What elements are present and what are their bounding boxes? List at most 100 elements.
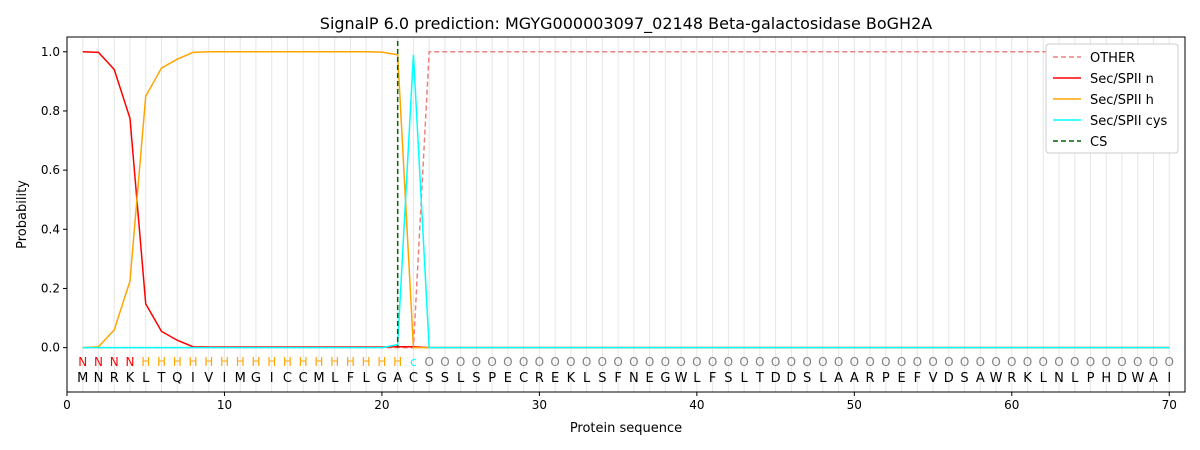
label-letter: H [157,355,166,369]
label-letter: O [787,355,796,369]
label-letter: c [410,355,417,369]
label-letter: O [708,355,717,369]
label-letter: O [550,355,559,369]
x-axis-label: Protein sequence [570,421,682,436]
label-letter: H [314,355,323,369]
label-letter: O [818,355,827,369]
series-line-sec-spii-cys [82,54,1170,349]
label-letter: O [424,355,433,369]
label-letter: O [897,355,906,369]
label-letter: O [802,355,811,369]
label-letter: O [456,355,465,369]
label-letter: N [94,355,103,369]
y-tick-label: 0.4 [41,222,60,236]
label-letter: O [661,355,670,369]
label-letter: O [1165,355,1174,369]
label-letter: O [976,355,985,369]
label-letter: O [1102,355,1111,369]
label-letter: O [645,355,654,369]
label-letter: H [188,355,197,369]
label-letter: O [739,355,748,369]
label-letter: O [960,355,969,369]
series-line-other [82,51,1170,349]
chart-title: SignalP 6.0 prediction: MGYG000003097_02… [320,14,932,34]
label-letter: O [629,355,638,369]
legend-label: CS [1090,135,1107,150]
label-letter: O [472,355,481,369]
label-letter: O [944,355,953,369]
legend-label: Sec/SPII h [1090,93,1154,108]
label-letter: O [1039,355,1048,369]
series-line-sec-spii-h [82,51,1170,349]
label-letter: N [78,355,87,369]
x-tick-label: 30 [532,398,547,412]
y-tick-label: 1.0 [41,45,60,59]
label-letter: O [1086,355,1095,369]
x-tick-label: 0 [63,398,71,412]
label-letter: H [141,355,150,369]
label-letter: O [440,355,449,369]
label-letter: H [204,355,213,369]
label-letter: H [393,355,402,369]
legend-label: Sec/SPII n [1090,72,1154,87]
label-letter: H [346,355,355,369]
label-letter: H [283,355,292,369]
label-letter: H [377,355,386,369]
label-letter: O [1070,355,1079,369]
x-tick-label: 50 [847,398,862,412]
label-letter: O [582,355,591,369]
protein-sequence: MNRKLTQIVIMGICCMLFLGACSSLSPECREKLSFNEGWL… [77,371,1171,386]
label-letter: H [330,355,339,369]
y-tick-label: 0.2 [41,281,60,295]
label-letter: O [503,355,512,369]
series-line-sec-spii-n [82,51,1170,349]
label-letter: N [110,355,119,369]
label-letter: O [1133,355,1142,369]
label-letter: O [834,355,843,369]
label-letter: H [220,355,229,369]
label-letter: O [566,355,575,369]
x-tick-label: 70 [1162,398,1177,412]
label-letter: O [913,355,922,369]
label-letter: O [676,355,685,369]
legend-box [1045,43,1179,154]
x-tick-label: 20 [374,398,389,412]
label-letter: O [755,355,764,369]
label-letter: O [881,355,890,369]
y-tick-label: 0.0 [41,341,60,355]
x-tick-label: 10 [217,398,232,412]
label-letter: O [991,355,1000,369]
label-letter: O [1007,355,1016,369]
label-letter: O [487,355,496,369]
x-tick-label: 40 [689,398,704,412]
label-letter: H [236,355,245,369]
plot-frame [66,36,1186,393]
label-letter: H [173,355,182,369]
label-letter: O [519,355,528,369]
label-letter: H [362,355,371,369]
label-letter: H [251,355,260,369]
label-letter: O [724,355,733,369]
label-letter: O [865,355,874,369]
label-letter: O [928,355,937,369]
y-tick-label: 0.8 [41,104,60,118]
y-tick-label: 0.6 [41,163,60,177]
label-letter: O [598,355,607,369]
label-letter: O [1117,355,1126,369]
label-letter: O [850,355,859,369]
label-letter: O [1054,355,1063,369]
x-tick-label: 60 [1004,398,1019,412]
label-letter: N [125,355,134,369]
label-letter: O [613,355,622,369]
label-letter: H [267,355,276,369]
label-letter: O [692,355,701,369]
label-letter: H [299,355,308,369]
legend-label: Sec/SPII cys [1090,114,1168,129]
label-letter: O [1149,355,1158,369]
label-letter: O [535,355,544,369]
label-letter: O [771,355,780,369]
legend-label: OTHER [1090,51,1135,66]
y-axis-label: Probability [15,180,30,249]
label-letter: O [1023,355,1032,369]
